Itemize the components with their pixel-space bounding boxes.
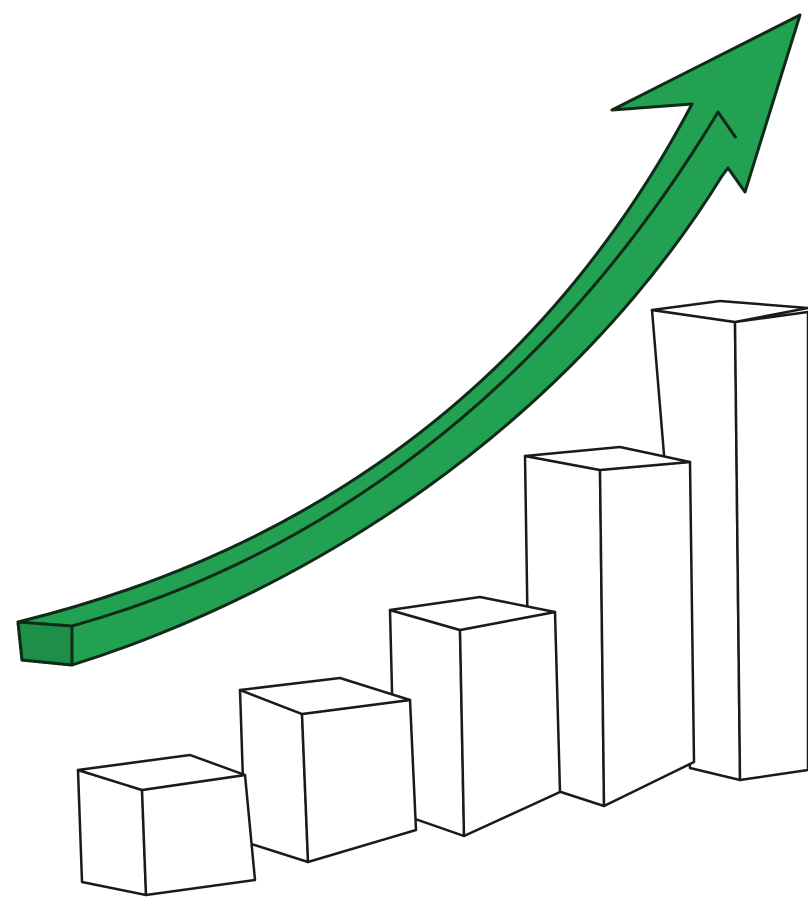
- bar-box: [238, 676, 418, 864]
- box-top-face: [76, 753, 247, 792]
- box-top-face: [523, 445, 692, 472]
- arrow-tail-face: [16, 620, 74, 667]
- box-right-face: [458, 610, 562, 838]
- bar-box: [650, 299, 808, 782]
- box-top-face: [388, 595, 557, 632]
- box-right-face: [140, 773, 257, 897]
- box-top-face: [650, 299, 808, 324]
- box-right-face: [598, 460, 696, 808]
- growth-arrow: [16, 13, 802, 667]
- bar-box: [76, 753, 257, 897]
- box-right-face: [300, 698, 418, 864]
- box-right-face: [733, 310, 808, 782]
- arrow-body: [16, 13, 802, 667]
- arrow-ridge: [71, 110, 738, 628]
- bar-box: [523, 445, 696, 808]
- box-top-face: [238, 676, 412, 716]
